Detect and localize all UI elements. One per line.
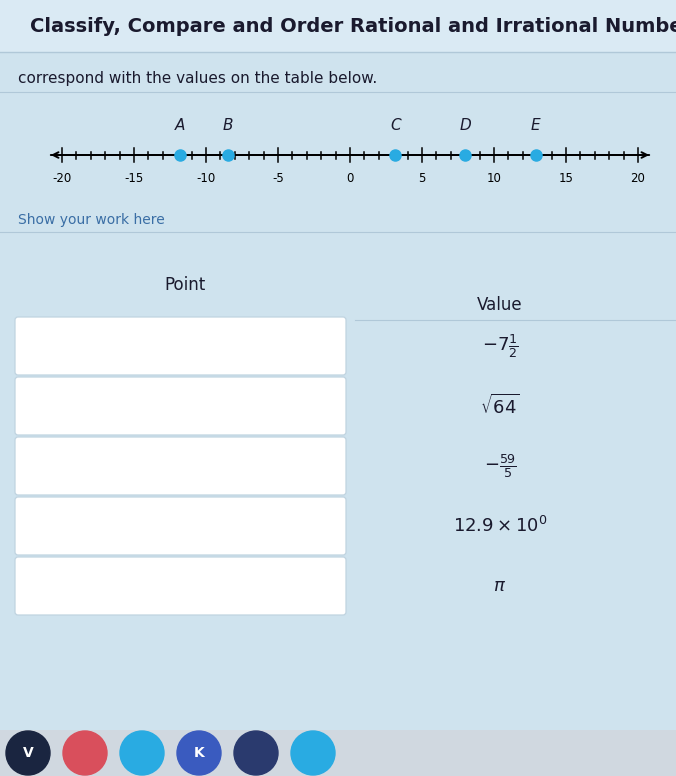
FancyBboxPatch shape (0, 730, 676, 776)
Text: 5: 5 (418, 172, 426, 185)
Text: Classify, Compare and Order Rational and Irrational Numbe: Classify, Compare and Order Rational and… (30, 16, 676, 36)
Circle shape (6, 731, 50, 775)
Circle shape (63, 731, 107, 775)
Text: $-7\frac{1}{2}$: $-7\frac{1}{2}$ (482, 332, 518, 360)
Text: $-\frac{59}{5}$: $-\frac{59}{5}$ (484, 452, 516, 480)
Text: E: E (531, 118, 541, 133)
Circle shape (234, 731, 278, 775)
Text: B: B (222, 118, 233, 133)
FancyBboxPatch shape (15, 377, 346, 435)
Text: Point: Point (164, 276, 206, 294)
Text: 15: 15 (558, 172, 573, 185)
Text: 10: 10 (487, 172, 502, 185)
FancyBboxPatch shape (15, 317, 346, 375)
Text: A: A (175, 118, 185, 133)
Text: 20: 20 (631, 172, 646, 185)
Text: -15: -15 (124, 172, 143, 185)
Circle shape (120, 731, 164, 775)
FancyBboxPatch shape (15, 437, 346, 495)
Text: K: K (193, 746, 204, 760)
FancyBboxPatch shape (0, 0, 676, 52)
Text: $\sqrt{64}$: $\sqrt{64}$ (480, 394, 520, 418)
Text: V: V (22, 746, 33, 760)
Text: $12.9 \times 10^0$: $12.9 \times 10^0$ (453, 516, 548, 536)
Text: -10: -10 (196, 172, 216, 185)
Text: C: C (390, 118, 400, 133)
Text: -20: -20 (52, 172, 72, 185)
Text: -5: -5 (272, 172, 284, 185)
Text: D: D (459, 118, 471, 133)
Text: correspond with the values on the table below.: correspond with the values on the table … (18, 71, 377, 85)
Text: 0: 0 (346, 172, 354, 185)
FancyBboxPatch shape (15, 557, 346, 615)
Text: $\pi$: $\pi$ (493, 577, 506, 595)
FancyBboxPatch shape (15, 497, 346, 555)
Circle shape (177, 731, 221, 775)
Text: Value: Value (477, 296, 523, 314)
Circle shape (291, 731, 335, 775)
Text: Show your work here: Show your work here (18, 213, 165, 227)
